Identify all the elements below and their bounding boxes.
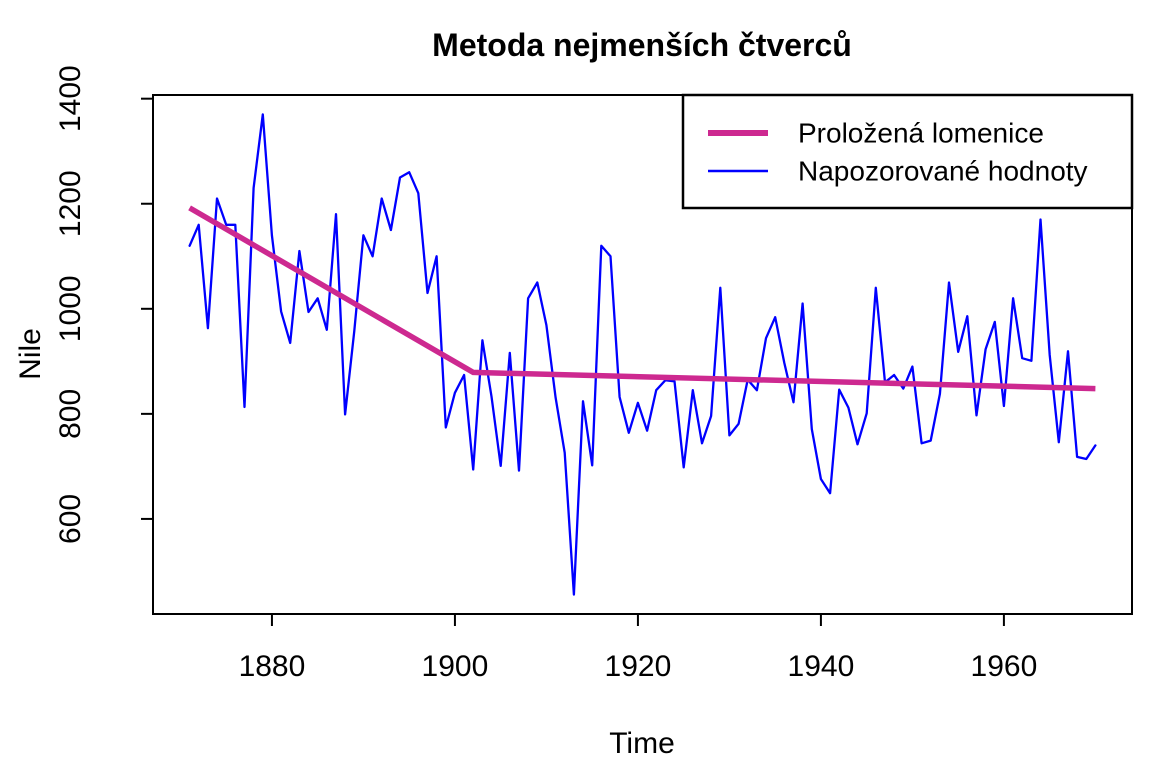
x-tick-label: 1900 [422, 650, 489, 683]
fitted-series-line [188, 205, 1096, 392]
y-tick-label: 800 [54, 389, 87, 439]
legend-box [681, 93, 1134, 210]
y-tick-label: 1000 [54, 275, 87, 342]
y-tick-label: 1400 [54, 65, 87, 132]
legend-fitted-label: Proložená lomenice [798, 118, 1044, 149]
x-tick-label: 1960 [971, 650, 1038, 683]
x-axis-title: Time [609, 727, 675, 760]
plot-border-box [152, 94, 1133, 615]
y-axis: 600 800 1000 1200 1400 [54, 65, 152, 544]
chart-title: Metoda nejmenších čtverců [432, 27, 852, 63]
x-tick-label: 1880 [239, 650, 306, 683]
legend-observed-label: Napozorované hodnoty [798, 156, 1088, 187]
legend: Proložená lomenice Napozorované hodnoty [681, 93, 1134, 210]
y-axis-title: Nile [14, 328, 47, 380]
x-tick-label: 1940 [788, 650, 855, 683]
y-tick-label: 600 [54, 494, 87, 544]
x-tick-label: 1920 [605, 650, 672, 683]
x-axis: 1880 1900 1920 1940 1960 [239, 615, 1038, 683]
observed-series-line [188, 113, 1097, 596]
y-tick-label: 1200 [54, 170, 87, 237]
